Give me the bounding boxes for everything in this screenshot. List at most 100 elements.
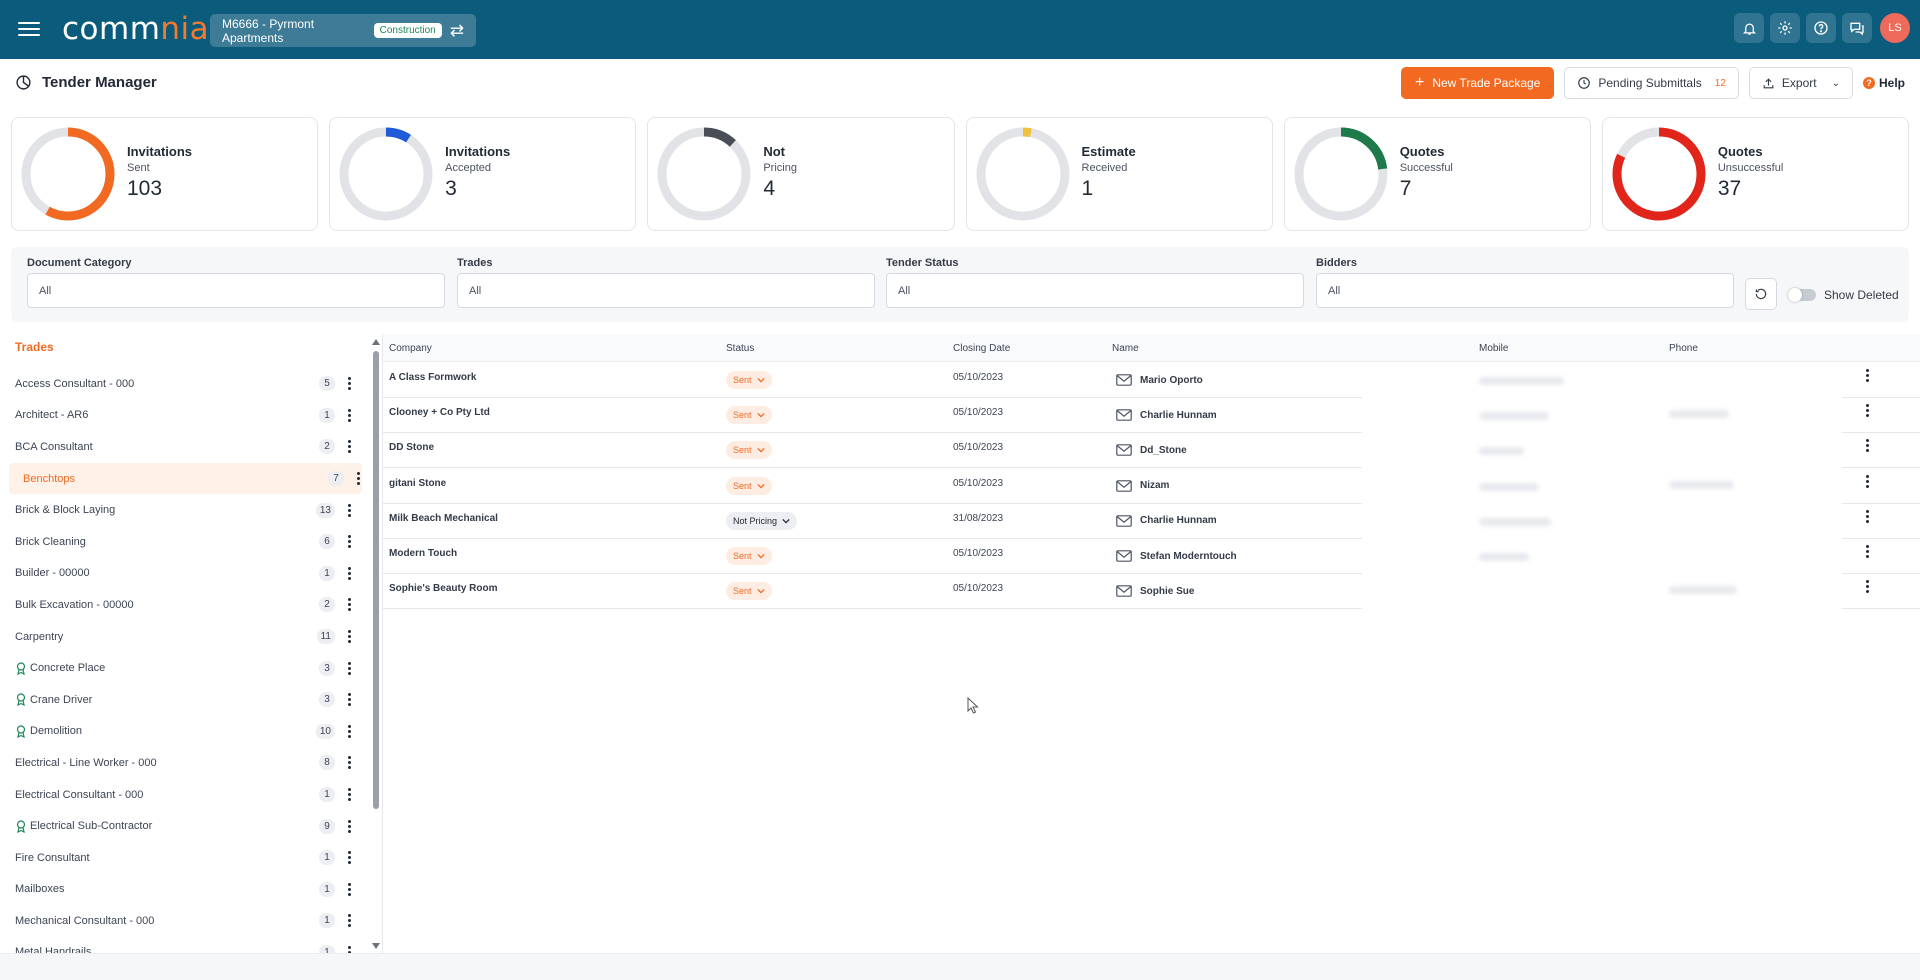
- more-vertical-icon[interactable]: [344, 724, 354, 738]
- help-link[interactable]: ? Help: [1862, 76, 1905, 90]
- stat-card[interactable]: Estimate Received 1: [965, 117, 1273, 231]
- status-dropdown[interactable]: Sent: [726, 406, 772, 425]
- column-company[interactable]: Company: [389, 343, 432, 354]
- stat-card[interactable]: Invitations Sent 103: [11, 117, 319, 231]
- more-vertical-icon[interactable]: [344, 440, 354, 454]
- trade-item[interactable]: Carpentry 11: [0, 621, 362, 653]
- more-vertical-icon[interactable]: [344, 408, 354, 422]
- stat-card[interactable]: Quotes Successful 7: [1283, 117, 1591, 231]
- more-vertical-icon[interactable]: [344, 756, 354, 770]
- scroll-down-arrow-icon[interactable]: [372, 943, 380, 949]
- scroll-up-arrow-icon[interactable]: [372, 339, 380, 345]
- gear-icon[interactable]: [1770, 13, 1800, 43]
- mail-icon[interactable]: [1116, 585, 1132, 597]
- trade-item[interactable]: Electrical Consultant - 000 1: [0, 779, 362, 811]
- trade-item[interactable]: Fire Consultant 1: [0, 842, 362, 874]
- status-dropdown[interactable]: Sent: [726, 371, 772, 389]
- trade-item[interactable]: Concrete Place 3: [0, 652, 362, 684]
- document-category-select[interactable]: All: [27, 273, 445, 308]
- column-name[interactable]: Name: [1112, 343, 1139, 354]
- more-vertical-icon[interactable]: [344, 882, 354, 896]
- trade-item[interactable]: Electrical Sub-Contractor 9: [0, 810, 362, 842]
- mail-icon[interactable]: [1116, 479, 1132, 492]
- more-vertical-icon[interactable]: [353, 472, 363, 486]
- bell-icon[interactable]: [1734, 13, 1764, 43]
- more-vertical-icon[interactable]: [344, 630, 354, 644]
- more-vertical-icon[interactable]: [344, 566, 354, 580]
- more-vertical-icon[interactable]: [1862, 474, 1872, 488]
- column-status[interactable]: Status: [726, 343, 755, 354]
- table-row[interactable]: Sophie's Beauty Room Sent 05/10/2023 Sophie…: [383, 574, 1920, 610]
- more-vertical-icon[interactable]: [1862, 509, 1872, 523]
- bidders-select[interactable]: All: [1316, 273, 1734, 308]
- trade-item[interactable]: Architect - AR6 1: [0, 400, 362, 432]
- pending-submittals-button[interactable]: Pending Submittals 12: [1564, 67, 1739, 99]
- chat-icon[interactable]: [1842, 13, 1872, 43]
- mail-icon[interactable]: [1116, 409, 1132, 421]
- name-cell: Stefan Moderntouch: [1116, 550, 1237, 562]
- more-vertical-icon[interactable]: [344, 661, 354, 675]
- stat-card[interactable]: Not Pricing 4: [647, 117, 955, 231]
- trade-item[interactable]: Mechanical Consultant - 000 1: [0, 905, 362, 937]
- project-selector[interactable]: M6666 - Pyrmont Apartments Construction …: [210, 14, 476, 47]
- mail-icon[interactable]: [1116, 444, 1132, 457]
- table-row[interactable]: DD Stone Sent 05/10/2023 Dd_Stone: [383, 433, 1920, 469]
- more-vertical-icon[interactable]: [344, 693, 354, 707]
- mail-icon[interactable]: [1116, 374, 1132, 386]
- trade-item[interactable]: Brick & Block Laying 13: [0, 494, 362, 526]
- table-row[interactable]: Clooney + Co Pty Ltd Sent 05/10/2023 Charli…: [383, 398, 1920, 434]
- column-mobile[interactable]: Mobile: [1479, 343, 1509, 354]
- show-deleted-toggle[interactable]: [1788, 288, 1816, 302]
- trade-item[interactable]: Electrical - Line Worker - 000 8: [0, 747, 362, 779]
- scrollbar-thumb[interactable]: [373, 351, 379, 809]
- mail-icon[interactable]: [1116, 550, 1132, 562]
- new-trade-package-button[interactable]: + New Trade Package: [1400, 67, 1555, 99]
- trade-item[interactable]: Access Consultant - 000 5: [0, 368, 362, 400]
- more-vertical-icon[interactable]: [1862, 545, 1872, 558]
- more-vertical-icon[interactable]: [344, 851, 354, 865]
- user-avatar[interactable]: LS: [1880, 13, 1910, 43]
- more-vertical-icon[interactable]: [1862, 369, 1872, 382]
- app-logo[interactable]: commnia: [62, 11, 210, 47]
- more-vertical-icon[interactable]: [1862, 404, 1872, 418]
- more-vertical-icon[interactable]: [344, 598, 354, 612]
- more-vertical-icon[interactable]: [344, 914, 354, 928]
- help-circle-icon[interactable]: [1806, 13, 1836, 43]
- column-phone[interactable]: Phone: [1669, 343, 1698, 354]
- table-row[interactable]: Milk Beach Mechanical Not Pricing 31/08/20…: [383, 504, 1920, 539]
- more-vertical-icon[interactable]: [344, 503, 354, 517]
- trade-item[interactable]: Bulk Excavation - 00000 2: [0, 589, 362, 621]
- table-row[interactable]: gitani Stone Sent 05/10/2023 Nizam: [383, 469, 1920, 504]
- sidebar-scrollbar[interactable]: [371, 338, 381, 950]
- more-vertical-icon[interactable]: [344, 788, 354, 802]
- status-dropdown[interactable]: Sent: [726, 547, 772, 565]
- table-row[interactable]: A Class Formwork Sent 05/10/2023 Mario Opor…: [383, 363, 1920, 398]
- mail-icon[interactable]: [1116, 514, 1132, 527]
- hamburger-menu-icon[interactable]: [18, 18, 40, 40]
- reset-filters-button[interactable]: [1745, 278, 1777, 310]
- column-closing-date[interactable]: Closing Date: [953, 343, 1011, 354]
- table-row[interactable]: Modern Touch Sent 05/10/2023 Stefan Modernt…: [383, 539, 1920, 574]
- tender-status-select[interactable]: All: [886, 273, 1304, 308]
- more-vertical-icon[interactable]: [344, 819, 354, 833]
- export-button[interactable]: Export ⌄: [1748, 67, 1853, 99]
- trades-select[interactable]: All: [457, 273, 875, 308]
- trade-item[interactable]: Mailboxes 1: [0, 874, 362, 906]
- trade-item[interactable]: Brick Cleaning 6: [0, 526, 362, 558]
- status-dropdown[interactable]: Not Pricing: [726, 511, 798, 530]
- trade-item[interactable]: Crane Driver 3: [0, 684, 362, 716]
- more-vertical-icon[interactable]: [344, 377, 354, 391]
- more-vertical-icon[interactable]: [1862, 439, 1872, 453]
- more-vertical-icon[interactable]: [1862, 580, 1872, 594]
- more-vertical-icon[interactable]: [344, 535, 354, 549]
- trade-item[interactable]: Builder - 00000 1: [0, 558, 362, 590]
- trade-item[interactable]: Benchtops 7: [9, 462, 363, 495]
- status-dropdown[interactable]: Sent: [726, 441, 772, 460]
- stat-value: 103: [127, 177, 163, 200]
- status-dropdown[interactable]: Sent: [726, 476, 772, 495]
- trade-item[interactable]: BCA Consultant 2: [0, 431, 362, 463]
- trade-item[interactable]: Demolition 10: [0, 716, 362, 748]
- status-dropdown[interactable]: Sent: [726, 582, 772, 601]
- stat-card[interactable]: Quotes Unsuccessful 37: [1601, 117, 1910, 231]
- stat-card[interactable]: Invitations Accepted 3: [329, 117, 637, 231]
